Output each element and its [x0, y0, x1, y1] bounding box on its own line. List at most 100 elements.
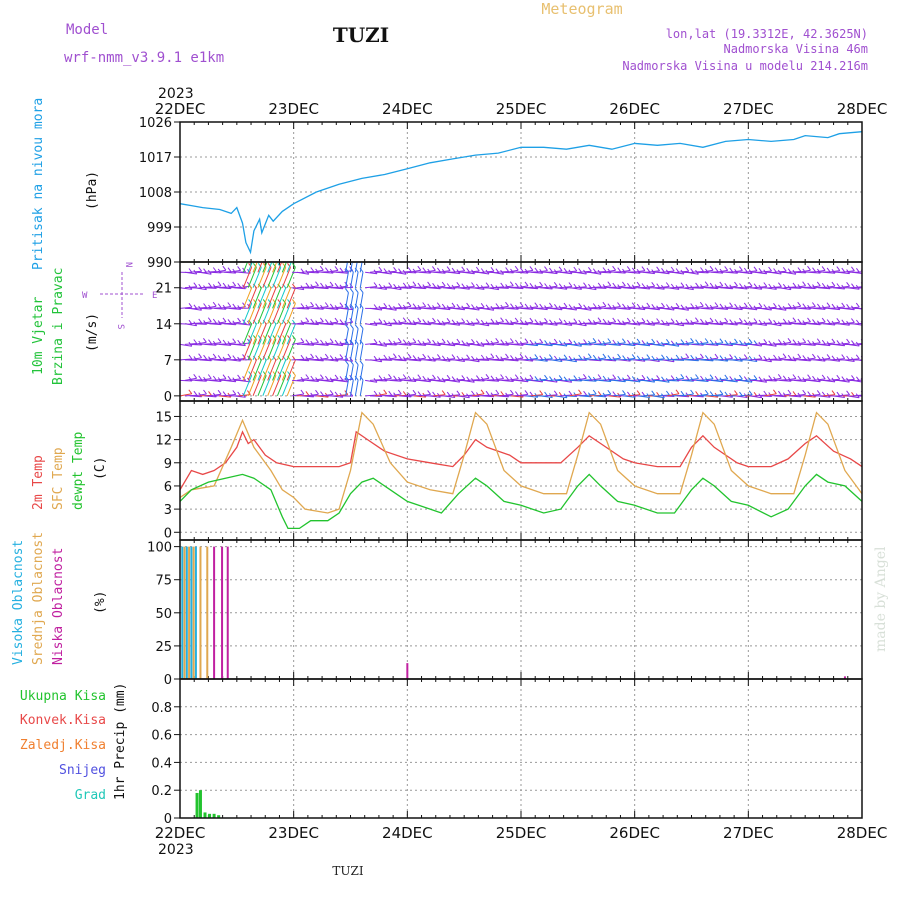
wind-barb-flag — [310, 353, 315, 359]
wind-barb — [218, 306, 231, 309]
wind-barb — [745, 307, 758, 311]
wind-barb — [691, 287, 704, 289]
wind-barb — [301, 343, 314, 346]
wind-barb — [686, 321, 699, 325]
wind-barb — [189, 343, 202, 346]
wind-barb-flag — [436, 267, 441, 273]
wind-barb — [257, 323, 267, 345]
wind-barb — [628, 342, 641, 345]
wind-barb-flag — [198, 318, 203, 324]
wind-barb — [837, 379, 850, 383]
wind-barb — [701, 378, 714, 381]
wind-barb-flag — [222, 374, 227, 380]
wind-barb-flag — [826, 302, 831, 308]
wind-barb — [359, 292, 364, 309]
wind-barb — [623, 357, 636, 361]
wind-barb — [452, 307, 465, 311]
wind-barb-flag — [373, 338, 378, 344]
wind-barb — [555, 287, 568, 290]
wind-barb-flag — [417, 265, 422, 271]
wind-barb — [242, 287, 253, 309]
wind-barb — [399, 395, 412, 398]
wind-barb — [769, 286, 782, 289]
wind-barb — [647, 307, 660, 311]
wind-barb-flag — [208, 339, 212, 345]
wind-barb — [369, 270, 382, 273]
wind-barb — [247, 267, 257, 288]
wind-barb — [662, 322, 675, 325]
wind-barb — [540, 306, 553, 309]
high-cloud-label: Visoka Oblacnost — [11, 540, 26, 665]
wind-barb — [418, 271, 431, 274]
wind-barb — [813, 269, 826, 273]
wind-barb — [652, 395, 665, 399]
wind-barb — [696, 323, 709, 326]
wind-barb-flag — [778, 390, 782, 396]
ytick-label: 9 — [164, 457, 172, 472]
wind-barb-flag — [831, 281, 836, 287]
wind-barb — [301, 305, 314, 309]
wind-barb-flag — [222, 391, 227, 396]
wind-barb — [399, 305, 412, 309]
wind-barb-flag — [436, 319, 441, 324]
wind-barb-flag — [291, 262, 296, 268]
wind-barb-flag — [553, 390, 558, 396]
wind-barb — [281, 267, 291, 288]
wind-barb — [335, 379, 348, 383]
wind-barb — [749, 306, 762, 309]
wind-barb — [467, 270, 480, 273]
wind-barb-flag — [534, 354, 539, 359]
wind-barb-flag — [636, 338, 641, 344]
wind-barb-flag — [232, 303, 237, 309]
top-time-label: 27DEC — [723, 100, 774, 118]
wind-barb — [262, 375, 272, 397]
wind-barb-flag — [602, 375, 607, 381]
wind-barb — [276, 375, 287, 397]
wind-barb — [598, 393, 611, 397]
wind-barb-flag — [262, 335, 267, 340]
wind-barb — [813, 359, 826, 362]
wind-barb-flag — [812, 353, 816, 359]
wind-barb-flag — [349, 356, 354, 362]
wind-barb — [467, 359, 480, 363]
wind-barb-flag — [456, 338, 461, 344]
wind-barb-flag — [253, 248, 256, 252]
wind-barb — [267, 359, 277, 381]
wind-barb-flag — [339, 302, 344, 308]
wind-barb — [242, 303, 253, 324]
wind-barb-flag — [656, 266, 660, 272]
wind-barb-flag — [617, 267, 622, 273]
wind-barb-flag — [466, 302, 471, 308]
wind-barb-flag — [787, 354, 792, 360]
wind-barb — [281, 287, 291, 309]
wind-barb-flag — [287, 262, 291, 268]
wind-barb-flag — [661, 354, 665, 360]
wind-barb — [359, 307, 364, 324]
wind-barb — [404, 342, 416, 345]
wind-barb-flag — [227, 319, 232, 324]
wind-barb-flag — [212, 375, 217, 381]
wind-barb — [272, 287, 282, 309]
wind-barb — [384, 270, 397, 273]
wind-barb — [472, 287, 485, 290]
wind-barb — [798, 307, 811, 310]
wind-barb — [837, 285, 850, 289]
wind-barb — [404, 323, 417, 326]
wind-barb — [345, 364, 349, 381]
wind-barb — [189, 270, 202, 273]
wind-barb — [276, 359, 287, 381]
model-elevation-text: Nadmorska Visina u modelu 214.216m — [622, 59, 868, 73]
wind-barb-flag — [461, 266, 466, 272]
wind-barb — [301, 395, 314, 398]
wind-barb-flag — [441, 390, 446, 395]
wind-barb — [272, 359, 282, 381]
wind-barb — [803, 357, 816, 361]
wind-barb — [408, 269, 421, 273]
wind-barb — [218, 343, 231, 346]
wind-barb — [598, 342, 611, 345]
wind-barb-flag — [383, 389, 388, 395]
wind-barb-flag — [324, 353, 329, 359]
wind-barb-flag — [334, 339, 339, 345]
wind-barb — [296, 307, 309, 310]
